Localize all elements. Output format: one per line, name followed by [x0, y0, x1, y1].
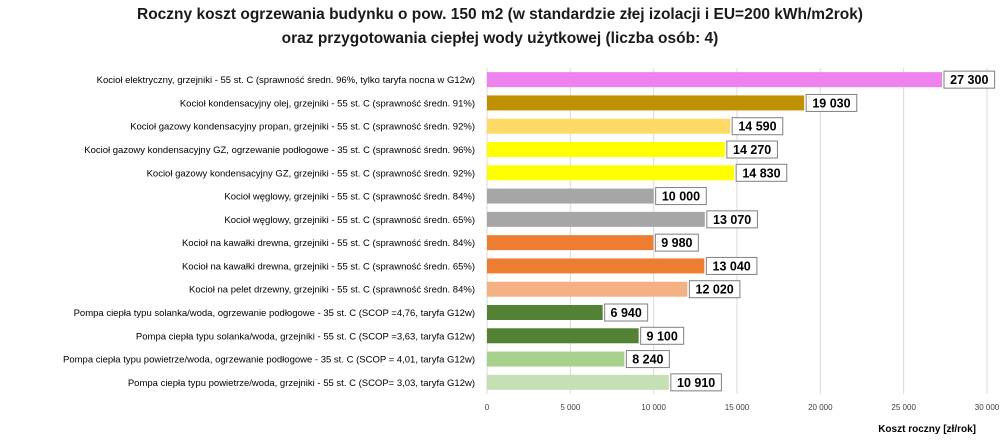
bar-8	[487, 258, 705, 274]
data-label-box-3	[726, 140, 778, 159]
bar-4	[487, 165, 735, 181]
category-label-5: Kocioł węglowy, grzejniki - 55 st. C (sp…	[224, 192, 475, 203]
data-label-box-12	[625, 350, 670, 369]
data-label-box-11	[640, 326, 685, 345]
data-label-6: 13 070	[713, 213, 751, 227]
data-label-box-9	[688, 280, 741, 299]
data-label-0: 27 300	[950, 73, 988, 87]
data-label-box-13	[670, 373, 722, 392]
data-label-box-1	[805, 93, 858, 112]
data-label-4: 14 830	[742, 166, 780, 180]
x-axis-title: Koszt roczny [zł/rok]	[878, 424, 976, 435]
bar-13	[487, 374, 669, 390]
category-label-8: Kocioł na kawałki drewna, grzejniki - 55…	[182, 261, 475, 272]
x-tick-label-5: 25 000	[891, 403, 916, 412]
bar-1	[487, 95, 805, 111]
chart-title-line-2: oraz przygotowania ciepłej wody użytkowe…	[281, 30, 719, 47]
data-label-3: 14 270	[733, 143, 771, 157]
bar-10	[487, 305, 603, 320]
category-label-2: Kocioł gazowy kondensacyjny propan, grze…	[130, 122, 475, 133]
category-label-12: Pompa ciepła typu powietrze/woda, ogrzew…	[63, 355, 475, 366]
bar-2	[487, 118, 731, 134]
data-label-box-4	[735, 163, 788, 182]
category-label-13: Pompa ciepła typu powietrze/woda, grzejn…	[128, 378, 475, 389]
bar-5	[487, 188, 654, 204]
chart-title-line-1: Roczny koszt ogrzewania budynku o pow. 1…	[137, 6, 863, 23]
data-label-box-7	[654, 233, 699, 252]
data-label-box-0	[943, 70, 996, 89]
data-label-box-8	[705, 256, 758, 275]
category-label-9: Kocioł na pelet drzewny, grzejniki - 55 …	[189, 285, 475, 296]
category-label-1: Kocioł kondensacyjny olej, grzejniki - 5…	[180, 98, 475, 109]
data-label-box-5	[655, 187, 707, 206]
category-label-6: Kocioł węglowy, grzejniki - 55 st. C (sp…	[224, 215, 475, 226]
x-tick-label-2: 10 000	[641, 403, 666, 412]
data-label-7: 9 980	[661, 236, 692, 250]
data-label-8: 13 040	[713, 259, 751, 273]
x-tick-label-6: 30 000	[975, 403, 1000, 412]
bar-7	[487, 235, 654, 251]
bar-9	[487, 281, 688, 297]
category-label-10: Pompa ciepła typu solanka/woda, ogrzewan…	[74, 308, 475, 319]
bar-6	[487, 211, 705, 227]
x-tick-label-0: 0	[485, 403, 490, 412]
category-label-11: Pompa ciepła typu solanka/woda, grzejnik…	[136, 331, 475, 342]
x-tick-label-1: 5 000	[560, 403, 581, 412]
data-label-5: 10 000	[662, 190, 700, 204]
data-label-box-6	[706, 210, 758, 229]
bar-3	[487, 142, 725, 157]
data-label-10: 6 940	[611, 306, 642, 320]
x-tick-label-3: 15 000	[725, 403, 750, 412]
data-label-2: 14 590	[738, 120, 776, 134]
category-label-4: Kocioł gazowy kondensacyjny GZ, grzejnik…	[147, 168, 475, 179]
x-tick-label-4: 20 000	[808, 403, 833, 412]
bar-11	[487, 328, 639, 344]
category-label-3: Kocioł gazowy kondensacyjny GZ, ogrzewan…	[84, 145, 475, 156]
bar-12	[487, 351, 625, 367]
data-label-11: 9 100	[647, 329, 678, 343]
data-label-box-10	[604, 303, 649, 322]
data-label-13: 10 910	[677, 376, 715, 390]
data-label-box-2	[731, 117, 784, 136]
category-label-7: Kocioł na kawałki drewna, grzejniki - 55…	[182, 238, 475, 249]
data-label-9: 12 020	[696, 283, 734, 297]
data-label-1: 19 030	[812, 96, 850, 110]
data-label-12: 8 240	[632, 353, 663, 367]
category-label-0: Kocioł elektryczny, grzejniki - 55 st. C…	[97, 75, 475, 86]
bar-0	[487, 72, 942, 88]
